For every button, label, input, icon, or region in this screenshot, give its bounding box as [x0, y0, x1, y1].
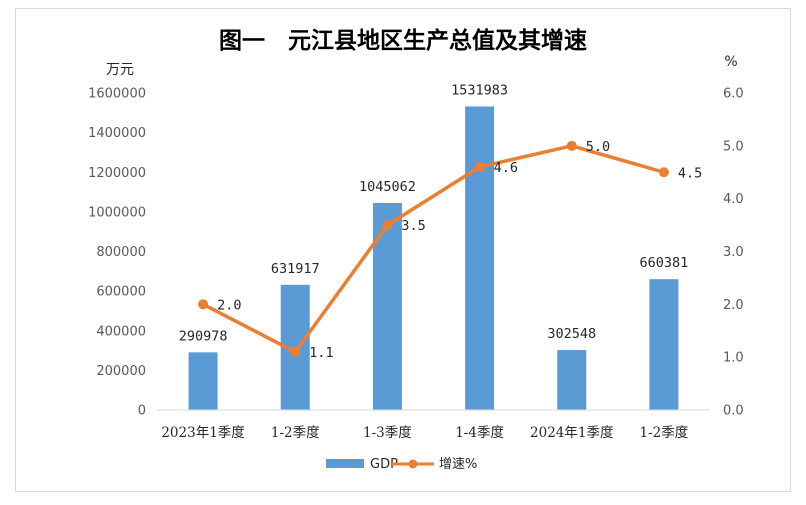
gdp-bar: [465, 106, 495, 411]
left-tick-label: 600000: [96, 285, 146, 300]
left-axis-unit: 万元: [106, 62, 134, 78]
gdp-bars: [188, 106, 679, 411]
right-tick-label: 5.0: [723, 139, 744, 154]
growth-point: [566, 140, 577, 151]
growth-rate-labels: 2.0 1.1 3.5 4.6 5.0 4.5: [217, 139, 702, 361]
right-tick-label: 3.0: [723, 245, 744, 260]
gdp-bar: [372, 202, 402, 410]
category-label: 1-4季度: [455, 425, 504, 441]
growth-point: [198, 299, 209, 310]
right-tick-label: 6.0: [723, 87, 744, 102]
legend: GDP 增速%: [326, 457, 477, 472]
chart-title: 图一 元江县地区生产总值及其增速: [219, 27, 587, 54]
chart-frame: [15, 8, 791, 492]
right-tick-label: 4.0: [723, 192, 744, 207]
left-tick-label: 1400000: [88, 126, 146, 141]
left-tick-label: 1600000: [88, 87, 146, 102]
category-label: 2024年1季度: [530, 425, 613, 441]
gdp-bar: [649, 279, 679, 410]
growth-label: 3.5: [401, 218, 425, 234]
gdp-bar-label: 290978: [179, 328, 228, 344]
category-label: 1-3季度: [363, 425, 412, 441]
growth-point: [290, 346, 301, 357]
gdp-bar-label: 1531983: [451, 82, 508, 98]
legend-gdp-label: GDP: [370, 457, 398, 472]
right-tick-label: 0.0: [723, 404, 744, 419]
legend-gdp-swatch: [326, 459, 364, 468]
growth-point: [474, 161, 485, 172]
right-axis-unit: %: [724, 54, 737, 70]
right-tick-label: 1.0: [723, 351, 744, 366]
gdp-bar-label: 1045062: [359, 179, 416, 195]
growth-rate-line: [202, 144, 665, 354]
gdp-bar-label: 302548: [547, 326, 596, 342]
growth-label: 4.5: [678, 165, 702, 181]
category-label: 1-2季度: [271, 425, 320, 441]
left-tick-label: 0: [138, 404, 146, 419]
growth-label: 5.0: [586, 139, 610, 155]
legend-growth-marker: [408, 459, 418, 469]
gdp-bar: [557, 350, 587, 410]
gdp-bar-labels: 290978 631917 1045062 1531983 302548 660381: [179, 82, 689, 344]
gdp-bar-label: 660381: [640, 255, 689, 271]
left-tick-label: 1200000: [88, 166, 146, 181]
legend-growth-label: 增速%: [439, 457, 477, 472]
growth-label: 4.6: [494, 160, 518, 176]
growth-point: [658, 167, 669, 178]
right-tick-label: 2.0: [723, 298, 744, 313]
left-tick-label: 1000000: [88, 205, 146, 220]
growth-label: 2.0: [217, 297, 241, 313]
right-axis-ticks: 0.0 1.0 2.0 3.0 4.0 5.0 6.0: [723, 87, 744, 419]
left-tick-label: 800000: [96, 245, 146, 260]
left-tick-label: 200000: [96, 364, 146, 379]
category-labels: 2023年1季度 1-2季度 1-3季度 1-4季度 2024年1季度 1-2季度: [161, 425, 688, 441]
left-axis-ticks: 0 200000 400000 600000 800000 1000000 1200000 1…: [88, 87, 146, 419]
gdp-bar-label: 631917: [271, 261, 320, 277]
category-label: 1-2季度: [640, 425, 689, 441]
growth-point: [382, 220, 393, 231]
category-label: 2023年1季度: [161, 425, 244, 441]
gdp-bar: [188, 352, 218, 410]
growth-label: 1.1: [309, 345, 333, 361]
growth-rate-points: [198, 140, 669, 357]
left-tick-label: 400000: [96, 324, 146, 339]
